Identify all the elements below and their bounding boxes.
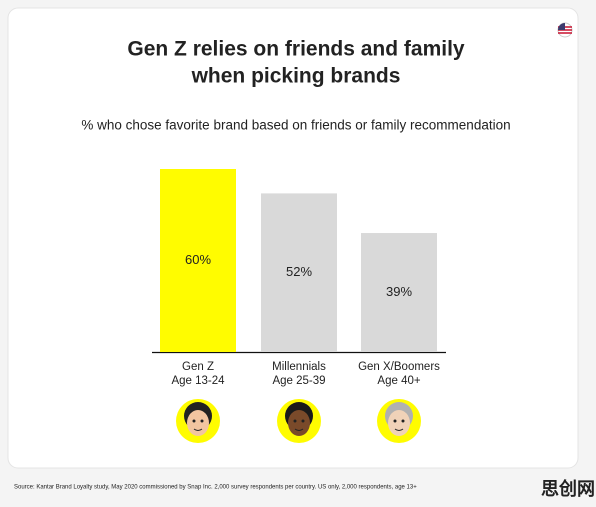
data-label: 52%	[286, 264, 312, 279]
avatar-mouth	[294, 428, 304, 431]
avatar-eye	[401, 419, 405, 423]
avatar-face	[288, 410, 310, 436]
watermark: 思创网	[541, 478, 595, 499]
avatar-eye	[393, 419, 397, 423]
chart-title: when picking brands	[191, 65, 401, 88]
data-label: 39%	[386, 284, 412, 299]
bar	[261, 193, 337, 352]
x-tick-sublabel: Age 13-24	[171, 375, 225, 387]
bar	[361, 233, 437, 352]
avatar	[277, 399, 321, 443]
data-label: 60%	[185, 252, 211, 267]
avatar-mouth	[394, 428, 404, 431]
avatar-face	[187, 410, 209, 436]
avatar-eye	[200, 419, 204, 423]
x-tick-sublabel: Age 40+	[377, 375, 420, 387]
avatar-face	[388, 410, 410, 436]
avatar-mouth	[193, 428, 203, 431]
source-note: Source: Kantar Brand Loyalty study, May …	[14, 485, 417, 491]
avatar	[176, 399, 220, 443]
bar	[160, 169, 236, 352]
x-tick-sublabel: Age 25-39	[272, 375, 325, 387]
chart-title: Gen Z relies on friends and family	[127, 38, 465, 61]
avatar-eye	[192, 419, 196, 423]
avatar-eye	[301, 419, 305, 423]
x-tick-label: Gen X/Boomers	[358, 361, 440, 373]
flag-icon	[557, 22, 573, 38]
x-tick-label: Gen Z	[182, 361, 214, 373]
avatar-eye	[293, 419, 297, 423]
x-tick-label: Millennials	[272, 361, 326, 373]
avatar	[377, 399, 421, 443]
chart-subtitle: % who chose favorite brand based on frie…	[81, 118, 510, 133]
